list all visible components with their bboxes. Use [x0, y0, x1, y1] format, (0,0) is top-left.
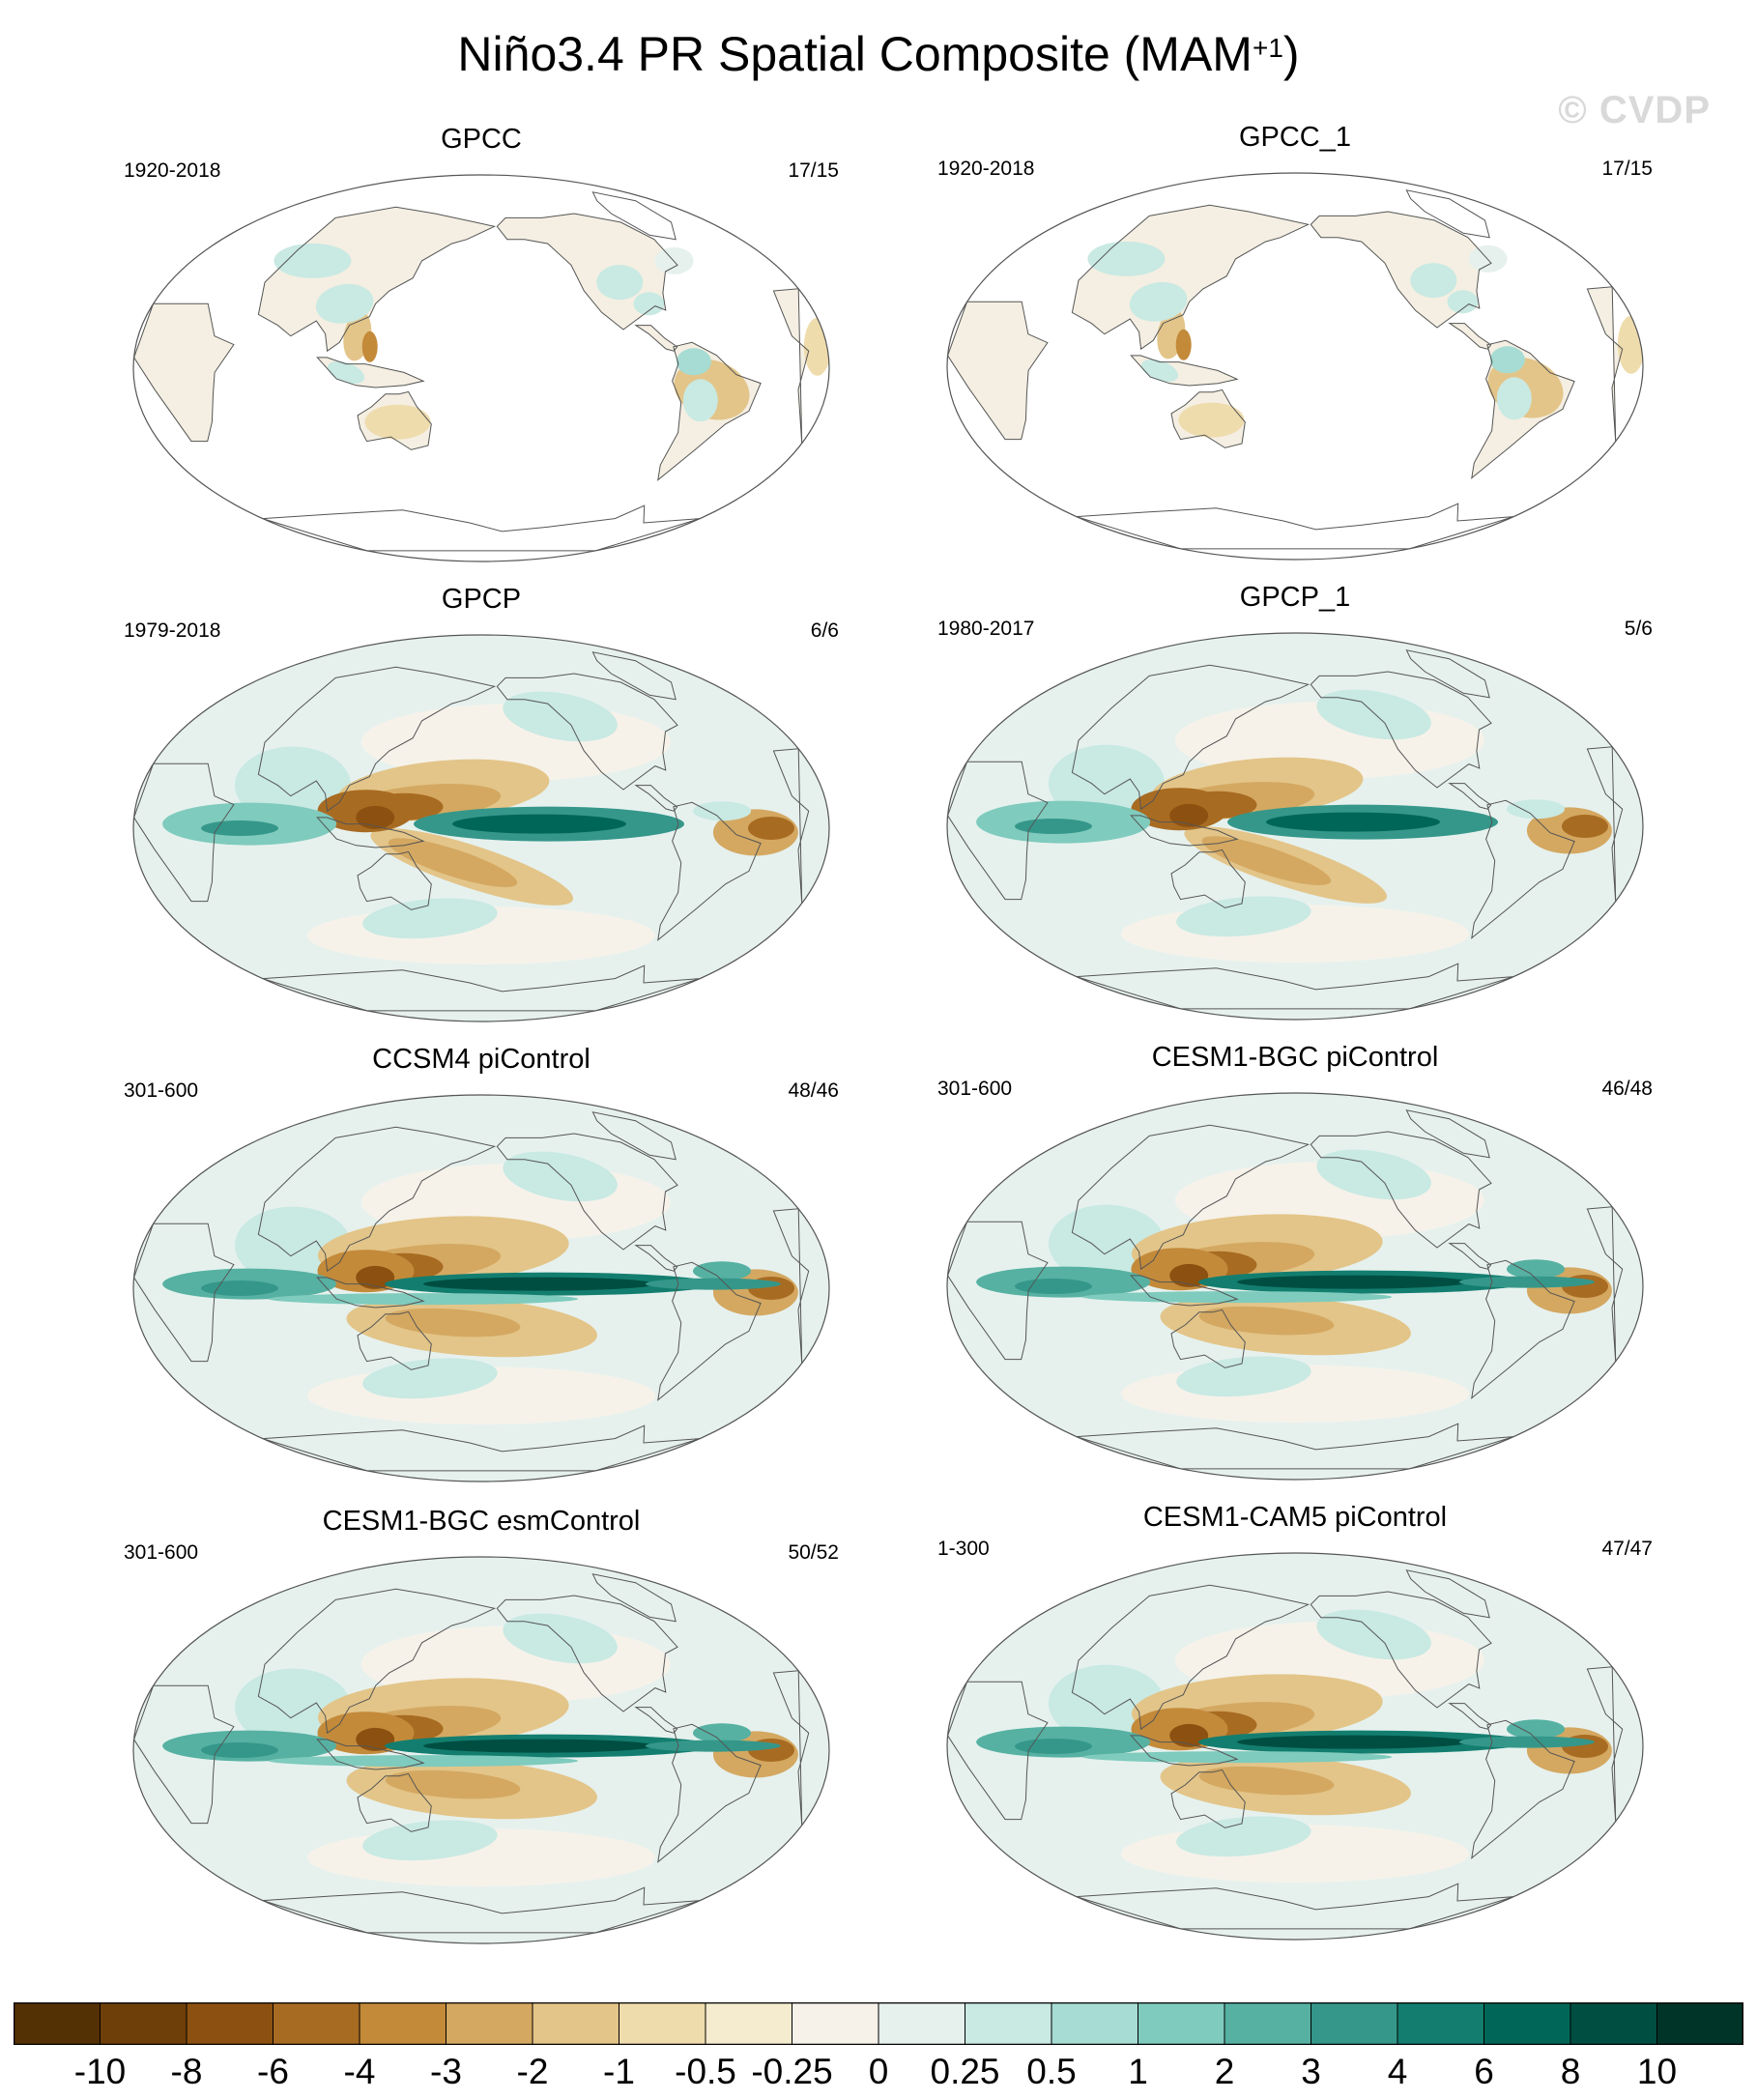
colorbar-label: -6 [257, 2052, 289, 2091]
map-panel-ccsm4-picontrol: CCSM4 piControl 301-600 48/46 [124, 1042, 839, 1496]
colorbar-label: -0.25 [751, 2052, 833, 2091]
panel-years: 301-600 [124, 1541, 199, 1564]
colorbar-swatch [532, 2002, 620, 2045]
colorbar-swatch [100, 2002, 187, 2045]
world-map [132, 1556, 830, 1944]
colorbar-label: 0 [868, 2052, 889, 2091]
colorbar-swatch [619, 2002, 706, 2045]
colorbar-label: -8 [170, 2052, 203, 2091]
colorbar-swatch [965, 2002, 1052, 2045]
panel-years: 1-300 [937, 1538, 990, 1560]
panel-years: 1979-2018 [124, 619, 221, 642]
panel-title: CESM1-BGC piControl [1151, 1042, 1439, 1073]
panel-title: CESM1-CAM5 piControl [1142, 1502, 1448, 1533]
world-map [946, 172, 1644, 561]
colorbar-label: -2 [516, 2052, 549, 2091]
colorbar-swatch [1570, 2002, 1658, 2045]
colorbar-label: 6 [1474, 2052, 1494, 2091]
colorbar-swatch [1224, 2002, 1312, 2045]
colorbar-swatch [1397, 2002, 1485, 2045]
panel-count: 6/6 [810, 619, 839, 642]
colorbar-swatch [705, 2002, 793, 2045]
colorbar-swatch [1311, 2002, 1398, 2045]
world-map [946, 1552, 1644, 1941]
colorbar-swatch [1483, 2002, 1571, 2045]
panel-years: 1920-2018 [937, 158, 1035, 180]
panel-title: GPCC [441, 124, 522, 155]
colorbar-label: 3 [1301, 2052, 1321, 2091]
panel-years: 301-600 [937, 1078, 1013, 1100]
cvdp-watermark: © CVDP [1558, 89, 1711, 131]
colorbar-swatch [792, 2002, 879, 2045]
colorbar-label: 0.25 [930, 2052, 1000, 2091]
colorbar-label: -4 [343, 2052, 376, 2091]
world-map [132, 1094, 830, 1482]
colorbar-label: 2 [1214, 2052, 1235, 2091]
panel-years: 1920-2018 [124, 159, 221, 182]
colorbar-label: 1 [1128, 2052, 1148, 2091]
panel-years: 1980-2017 [937, 618, 1035, 640]
colorbar-label: 10 [1636, 2052, 1678, 2091]
world-map [946, 1092, 1644, 1481]
map-panel-cesm1-bgc-picontrol: CESM1-BGC piControl 301-600 46/48 [937, 1040, 1653, 1494]
world-map [132, 634, 830, 1022]
colorbar-label: -1 [603, 2052, 635, 2091]
colorbar-label: -10 [73, 2052, 127, 2091]
figure-title: Niño3.4 PR Spatial Composite (MAM+1) [457, 27, 1300, 81]
panel-title: GPCP_1 [1239, 582, 1351, 613]
world-map [946, 632, 1644, 1021]
map-panel-gpcc-1: GPCC_1 1920-2018 17/15 [937, 120, 1653, 574]
colorbar-swatch [14, 2002, 101, 2045]
map-panel-cesm1-bgc-esmcontrol: CESM1-BGC esmControl 301-600 50/52 [124, 1504, 839, 1958]
panel-title: CCSM4 piControl [372, 1044, 590, 1075]
world-map [132, 174, 830, 562]
colorbar-swatch [273, 2002, 360, 2045]
panel-count: 5/6 [1624, 618, 1653, 640]
panel-title: CESM1-BGC esmControl [322, 1506, 641, 1537]
colorbar [14, 2002, 1743, 2045]
colorbar-label: 0.5 [1026, 2052, 1077, 2091]
colorbar-swatch [446, 2002, 533, 2045]
panel-count: 48/46 [788, 1079, 839, 1102]
panel-count: 17/15 [1601, 158, 1653, 180]
panel-count: 47/47 [1601, 1538, 1653, 1560]
panel-count: 17/15 [788, 159, 839, 182]
colorbar-label: -3 [430, 2052, 462, 2091]
colorbar-swatch [186, 2002, 274, 2045]
colorbar-label: -0.5 [675, 2052, 736, 2091]
panel-count: 46/48 [1601, 1078, 1653, 1100]
panel-years: 301-600 [124, 1079, 199, 1102]
colorbar-labels: -10 -8 -6 -4 -3 -2 -1 -0.5 -0.25 0 0.25 0.5 1 2 3 4 6 8 10 [14, 2051, 1743, 2093]
panel-title: GPCP [441, 584, 522, 615]
map-panel-gpcc: GPCC 1920-2018 17/15 [124, 122, 839, 576]
colorbar-label: 4 [1387, 2052, 1408, 2091]
panel-count: 50/52 [788, 1541, 839, 1564]
colorbar-swatch [1138, 2002, 1225, 2045]
map-panel-cesm1-cam5-picontrol: CESM1-CAM5 piControl 1-300 47/47 [937, 1500, 1653, 1954]
map-panel-gpcp-1: GPCP_1 1980-2017 5/6 [937, 580, 1653, 1034]
colorbar-label: 8 [1560, 2052, 1581, 2091]
colorbar-swatch [878, 2002, 966, 2045]
colorbar-swatch [359, 2002, 447, 2045]
colorbar-swatch [1051, 2002, 1139, 2045]
colorbar-swatch [1656, 2002, 1743, 2045]
panel-title: GPCC_1 [1238, 122, 1352, 153]
map-panel-gpcp: GPCP 1979-2018 6/6 [124, 582, 839, 1036]
